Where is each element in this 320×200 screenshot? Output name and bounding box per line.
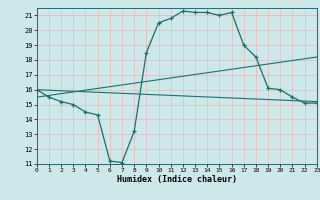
X-axis label: Humidex (Indice chaleur): Humidex (Indice chaleur) (117, 175, 237, 184)
